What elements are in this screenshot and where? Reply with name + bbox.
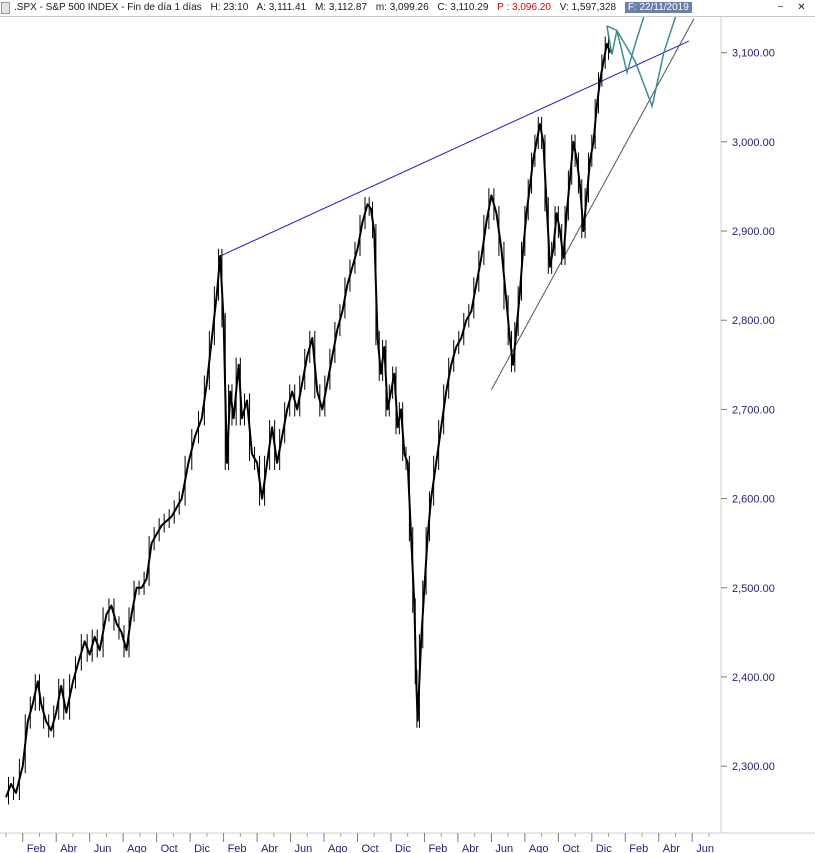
x-tick-label: Abr xyxy=(663,843,680,853)
prev-close-value: P : 3,096.20 xyxy=(497,2,551,13)
y-tick-label: 2,600.00 xyxy=(732,494,775,506)
chart-header-bar: .SPX - S&P 500 INDEX - Fin de día 1 días… xyxy=(0,0,815,17)
low-value: m: 3,099.26 xyxy=(375,2,429,13)
projection-paths xyxy=(606,17,677,109)
trendlines xyxy=(220,18,695,391)
x-tick-label: Ago xyxy=(529,843,549,853)
x-tick-label: Dic xyxy=(395,843,411,853)
x-tick-label: Jun xyxy=(94,843,112,853)
x-tick-label: Feb xyxy=(629,843,648,853)
price-chart: 2,300.00 2,400.00 2,500.00 2,600.00 2,700.00… xyxy=(0,17,815,853)
hour-value: H: 23:10 xyxy=(210,2,249,13)
minimize-icon[interactable]: − xyxy=(777,2,784,13)
y-tick-label: 2,900.00 xyxy=(732,226,775,238)
y-tick-label: 3,000.00 xyxy=(732,137,775,149)
x-tick-label: Feb xyxy=(27,843,46,853)
quote-summary: .SPX - S&P 500 INDEX - Fin de día 1 días… xyxy=(14,0,698,16)
x-tick-label: Abr xyxy=(60,843,77,853)
support-trendline xyxy=(490,18,695,391)
x-tick-label: Abr xyxy=(261,843,278,853)
y-tick-label: 2,700.00 xyxy=(732,404,775,416)
x-tick-label: Ago xyxy=(127,843,147,853)
close-value: C: 3,110.29 xyxy=(437,2,489,13)
x-tick-label: Jun xyxy=(696,843,714,853)
date-value: F: 22/11/2019 xyxy=(624,2,692,13)
x-tick-label: Oct xyxy=(361,843,378,853)
x-tick-label: Dic xyxy=(194,843,210,853)
drag-handle-icon[interactable] xyxy=(1,2,10,14)
projection-path xyxy=(606,17,677,109)
time-axis: Feb Abr Jun Ago Oct Dic Feb Abr Jun Ago Oct Dic Feb A… xyxy=(5,833,714,853)
price-series xyxy=(5,36,612,805)
symbol-label: .SPX - S&P 500 INDEX - Fin de día 1 días xyxy=(14,2,202,13)
plot-background xyxy=(0,17,815,853)
x-tick-label: Feb xyxy=(228,843,247,853)
x-tick-label: Abr xyxy=(462,843,479,853)
y-tick-label: 2,500.00 xyxy=(732,583,775,595)
y-tick-label: 3,100.00 xyxy=(732,48,775,60)
resistance-trendline xyxy=(220,40,690,257)
price-line xyxy=(5,42,612,798)
y-tick-label: 2,800.00 xyxy=(732,315,775,327)
x-tick-label: Dic xyxy=(596,843,612,853)
close-icon[interactable]: ✕ xyxy=(797,2,806,13)
x-tick-label: Jun xyxy=(295,843,313,853)
x-tick-label: Ago xyxy=(328,843,348,853)
price-axis: 2,300.00 2,400.00 2,500.00 2,600.00 2,700.00… xyxy=(721,48,775,773)
x-tick-label: Feb xyxy=(428,843,447,853)
projection-path xyxy=(606,17,645,76)
x-tick-label: Oct xyxy=(562,843,579,853)
x-tick-label: Jun xyxy=(495,843,513,853)
high-value: M: 3,112.87 xyxy=(314,2,368,13)
y-tick-label: 2,400.00 xyxy=(732,672,775,684)
open-value: A: 3,111.41 xyxy=(256,2,307,13)
volume-value: V: 1,597,328 xyxy=(559,2,617,13)
x-tick-label: Oct xyxy=(161,843,178,853)
y-tick-label: 2,300.00 xyxy=(732,761,775,773)
